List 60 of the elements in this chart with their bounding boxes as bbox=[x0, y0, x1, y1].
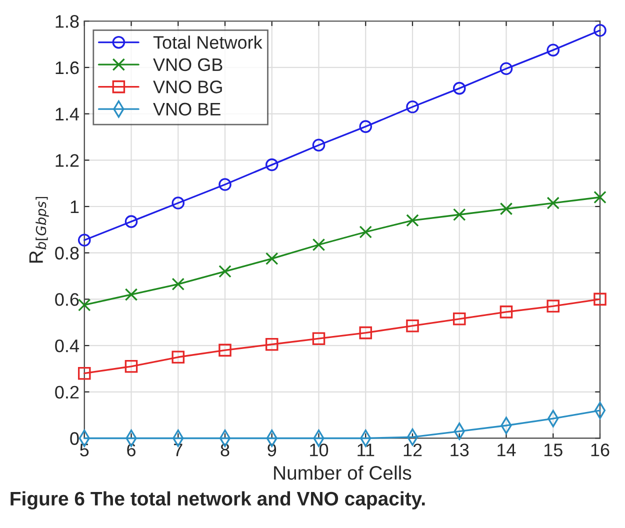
x-tick-label: 13 bbox=[450, 444, 469, 456]
point bbox=[265, 158, 278, 172]
point bbox=[500, 202, 513, 216]
point bbox=[406, 214, 419, 227]
point bbox=[406, 100, 419, 114]
point bbox=[172, 278, 185, 291]
legend-label: VNO GB bbox=[153, 58, 222, 72]
y-axis-title: R$_{b[Gbps]}$ bbox=[29, 196, 49, 263]
point bbox=[312, 138, 326, 152]
point bbox=[124, 215, 138, 228]
point bbox=[452, 82, 466, 95]
point bbox=[546, 44, 560, 56]
y-tick-label: 1.2 bbox=[56, 154, 79, 167]
point bbox=[172, 350, 185, 364]
point bbox=[452, 208, 466, 222]
point bbox=[218, 265, 232, 278]
x-tick-label: 10 bbox=[310, 444, 328, 456]
point bbox=[124, 288, 138, 301]
point bbox=[359, 326, 372, 340]
y-tick-label: 1.4 bbox=[56, 108, 79, 120]
point bbox=[265, 252, 278, 266]
y-tick-label: 0.6 bbox=[55, 293, 79, 306]
x-tick-label: 12 bbox=[404, 444, 422, 456]
point bbox=[594, 190, 606, 204]
y-tick-label: 1.8 bbox=[56, 15, 79, 28]
x-tick-label: 15 bbox=[544, 444, 562, 456]
point bbox=[312, 238, 326, 252]
x-tick-label: 14 bbox=[498, 444, 516, 456]
point bbox=[78, 298, 91, 312]
point bbox=[172, 196, 185, 210]
y-tick-label: 1 bbox=[70, 200, 79, 214]
point bbox=[265, 338, 278, 351]
point bbox=[406, 319, 419, 332]
point bbox=[359, 226, 372, 238]
point bbox=[452, 312, 466, 326]
y-tick-label: 0.4 bbox=[55, 339, 79, 352]
point bbox=[218, 344, 232, 357]
x-axis-title: Number of Cells bbox=[274, 465, 412, 480]
legend-label: Total Network bbox=[153, 36, 262, 49]
point bbox=[78, 366, 91, 380]
x-tick-label: 16 bbox=[591, 444, 610, 456]
legend-label: VNO BG bbox=[153, 80, 222, 94]
point bbox=[124, 360, 138, 373]
y-tick-label: 0.2 bbox=[55, 386, 79, 399]
point bbox=[78, 234, 91, 246]
x-tick-label: 11 bbox=[358, 444, 374, 456]
point bbox=[594, 292, 606, 306]
caption: Figure 6 The total network and VNO capacity. bbox=[10, 491, 425, 510]
legend-label: VNO BE bbox=[153, 102, 220, 116]
point bbox=[546, 196, 560, 210]
point bbox=[546, 300, 560, 313]
point bbox=[218, 178, 232, 191]
point bbox=[359, 120, 372, 133]
point bbox=[500, 306, 513, 318]
y-tick-label: 0 bbox=[70, 432, 79, 445]
point bbox=[312, 332, 326, 345]
point bbox=[594, 24, 606, 37]
y-tick-label: 1.6 bbox=[56, 61, 79, 74]
point bbox=[500, 62, 513, 76]
y-tick-label: 0.8 bbox=[55, 246, 79, 260]
